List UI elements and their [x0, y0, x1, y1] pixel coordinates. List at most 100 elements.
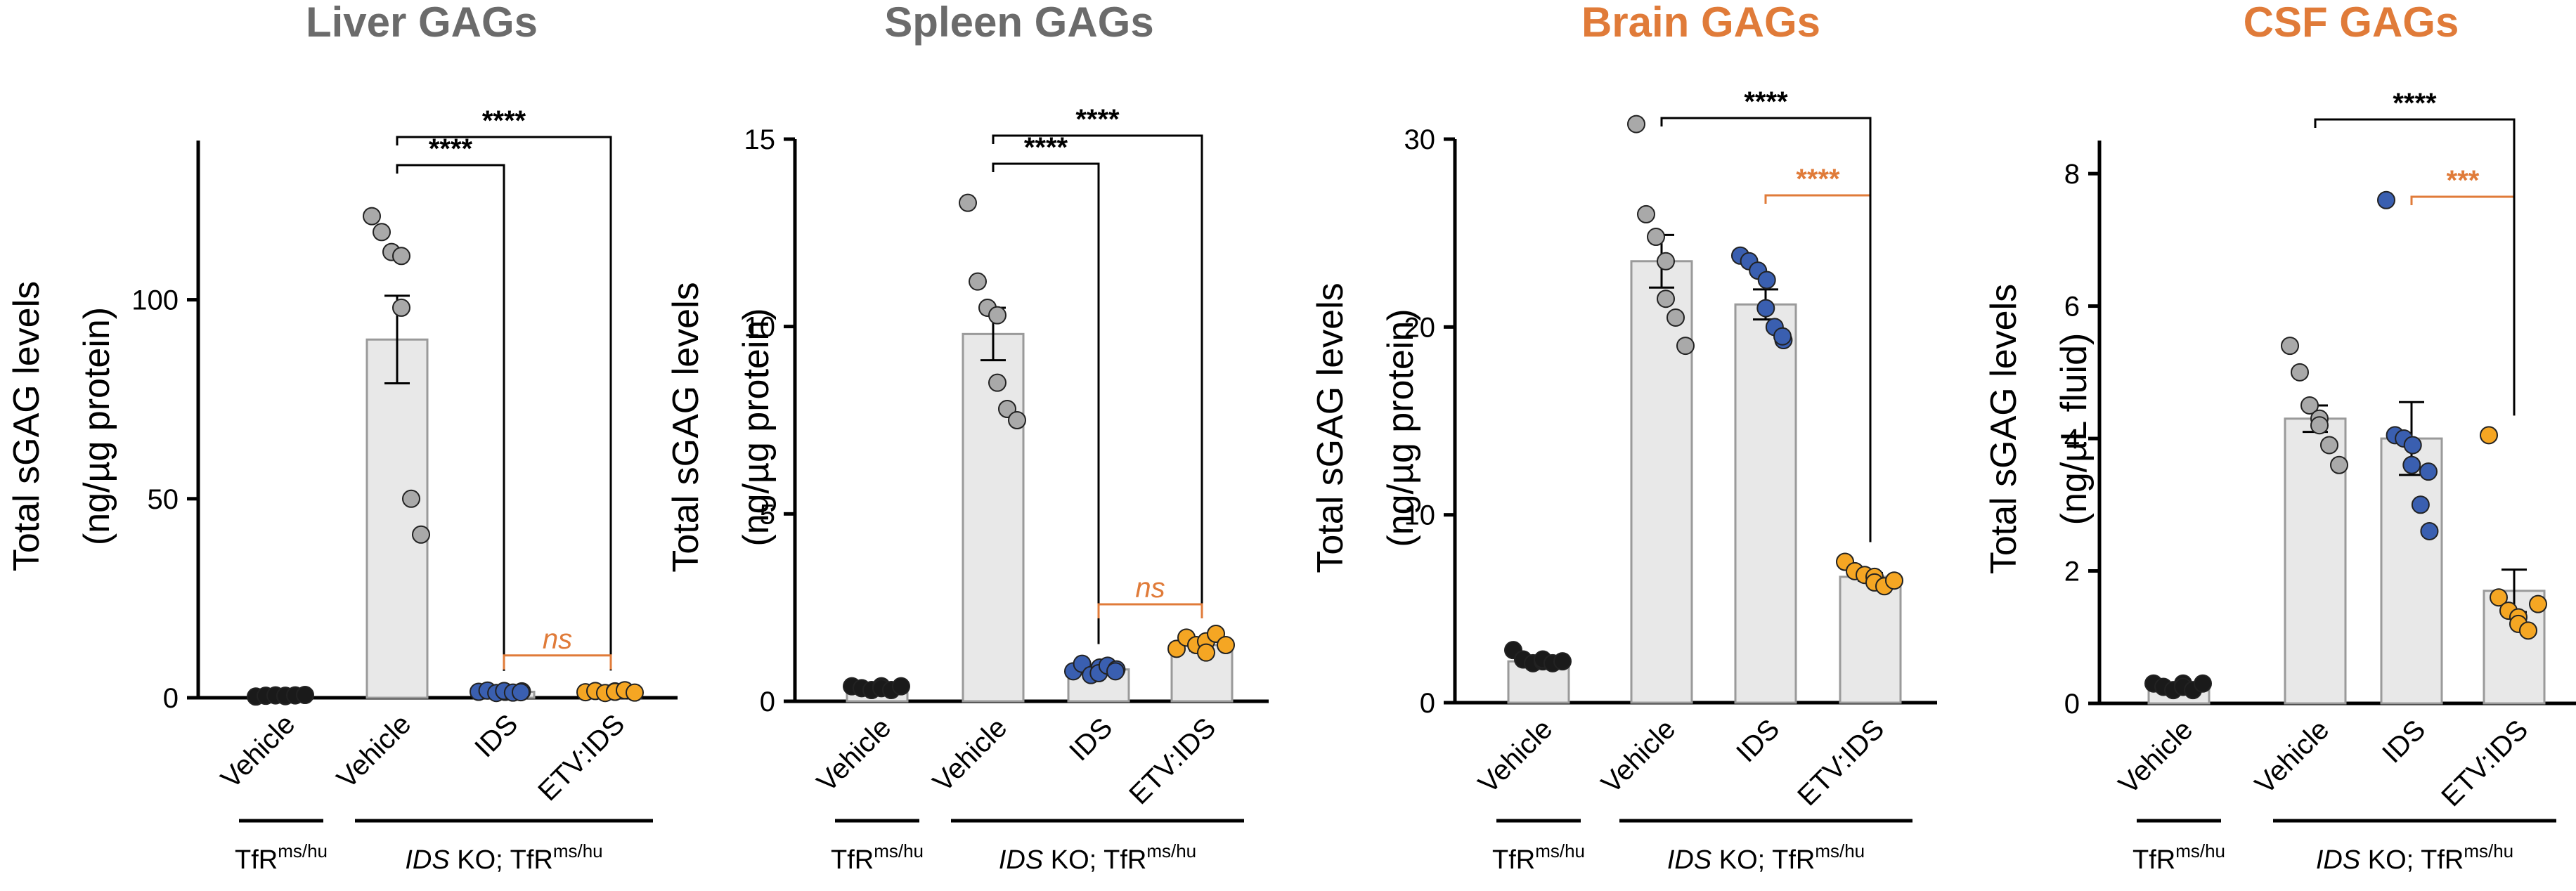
bar [1839, 575, 1902, 704]
bar [2284, 417, 2347, 705]
y-tick-label: 50 [148, 484, 179, 515]
data-point [1637, 204, 1655, 223]
data-point [2419, 462, 2438, 481]
data-point [1657, 252, 1675, 271]
data-point [1773, 327, 1792, 346]
y-tick-label: 0 [2064, 689, 2080, 720]
data-point [512, 683, 530, 702]
chart-title: CSF GAGs [2244, 0, 2459, 46]
significance-bracket [2314, 118, 2516, 416]
data-point [2529, 594, 2547, 613]
data-point [1647, 228, 1665, 247]
data-point [2300, 396, 2319, 415]
chart-title: Spleen GAGs [884, 0, 1153, 46]
chart-title: Liver GAGs [306, 0, 538, 46]
group-label: IDS KO; TfRms/hu [2316, 840, 2513, 875]
data-point [402, 489, 420, 508]
significance-bracket [1660, 117, 1872, 542]
data-point [2411, 495, 2430, 514]
significance-label: **** [482, 105, 526, 136]
data-point [412, 525, 430, 544]
category-label: Vehicle [1596, 713, 1681, 799]
y-tick-label: 20 [1404, 312, 1436, 343]
bar [1734, 303, 1797, 704]
data-point [969, 272, 987, 291]
data-point [363, 207, 381, 226]
category-label: ETV:IDS [2435, 714, 2534, 812]
data-point [2402, 455, 2421, 474]
y-tick-label: 10 [744, 312, 776, 343]
category-label: Vehicle [1473, 713, 1558, 799]
bar [962, 332, 1025, 703]
data-point [2291, 363, 2309, 382]
data-point [296, 686, 314, 705]
significance-label: **** [1744, 86, 1788, 117]
data-point [988, 373, 1007, 392]
category-label: ETV:IDS [532, 708, 630, 807]
category-label: Vehicle [811, 712, 897, 798]
significance-bracket [503, 654, 612, 670]
group-label: TfRms/hu [831, 840, 924, 875]
significance-label: *** [2447, 165, 2480, 196]
significance-label: ns [543, 624, 572, 655]
category-label: ETV:IDS [1792, 713, 1890, 812]
group-label: IDS KO; TfRms/hu [999, 840, 1196, 875]
data-point [1885, 571, 1903, 590]
data-point [892, 677, 910, 696]
data-point [2320, 436, 2338, 455]
group-label: TfRms/hu [235, 840, 328, 875]
data-point [392, 298, 410, 317]
y-tick-label: 4 [2064, 424, 2080, 455]
group-label: TfRms/hu [2132, 840, 2225, 875]
category-label: Vehicle [331, 708, 417, 794]
category-label: Vehicle [2113, 714, 2199, 800]
category-label: Vehicle [215, 708, 301, 794]
data-point [2490, 588, 2508, 607]
data-point [2281, 337, 2299, 356]
data-point [1756, 299, 1775, 318]
significance-bracket [992, 134, 1203, 614]
data-point [2420, 521, 2439, 540]
bar [2380, 437, 2443, 705]
data-point [1008, 411, 1026, 429]
data-point [1627, 115, 1645, 134]
significance-label: **** [429, 134, 473, 164]
data-point [2330, 455, 2348, 474]
y-tick-label: 100 [131, 285, 179, 316]
data-point [2480, 426, 2498, 445]
category-label: IDS [1063, 712, 1118, 767]
y-axis-label: Total sGAG levels [666, 282, 706, 572]
y-tick-label: 2 [2064, 557, 2080, 587]
y-tick-label: 0 [1420, 688, 1435, 719]
data-point [2310, 416, 2329, 435]
category-label: Vehicle [927, 712, 1013, 798]
data-point [1197, 643, 1215, 662]
panel-1: Liver GAGs Total sGAG levels (ng/µg protei… [6, 0, 678, 875]
bar [1630, 260, 1693, 704]
y-tick-label: 10 [1404, 500, 1436, 531]
y-tick-label: 5 [760, 499, 775, 530]
y-tick-label: 0 [163, 683, 179, 714]
significance-label: ns [1135, 573, 1165, 604]
significance-label: **** [1024, 132, 1068, 163]
data-point [2377, 190, 2395, 209]
group-label: IDS KO; TfRms/hu [405, 840, 602, 875]
data-point [988, 306, 1007, 325]
data-point [2194, 674, 2212, 693]
data-point [1553, 652, 1572, 671]
significance-bracket [1097, 603, 1203, 618]
data-point [1757, 271, 1776, 290]
data-point [626, 683, 644, 702]
y-tick-label: 0 [760, 687, 775, 717]
panel-3: Brain GAGs Total sGAG levels (ng/µg protei… [1310, 0, 1937, 875]
significance-bracket [2410, 195, 2516, 416]
category-label: IDS [2376, 714, 2431, 769]
significance-bracket [396, 136, 612, 671]
significance-bracket [992, 162, 1100, 644]
y-axis-label: Total sGAG levels [6, 281, 47, 571]
data-point [373, 223, 391, 242]
y-tick-label: 8 [2064, 159, 2080, 190]
y-axis-label: (ng/µL fluid) [2054, 333, 2095, 526]
group-label: TfRms/hu [1492, 840, 1585, 875]
